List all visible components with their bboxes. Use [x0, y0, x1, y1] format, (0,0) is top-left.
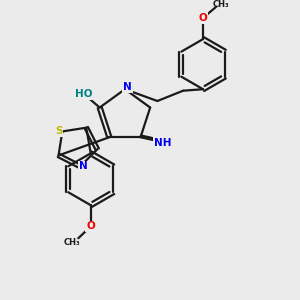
- Text: NH: NH: [154, 138, 171, 148]
- Text: N: N: [123, 82, 132, 92]
- Text: O: O: [86, 221, 95, 231]
- Text: O: O: [199, 13, 207, 23]
- Text: HO: HO: [75, 89, 92, 99]
- Text: CH₃: CH₃: [64, 238, 81, 247]
- Text: CH₃: CH₃: [213, 0, 230, 9]
- Text: S: S: [55, 127, 62, 136]
- Text: N: N: [79, 161, 88, 171]
